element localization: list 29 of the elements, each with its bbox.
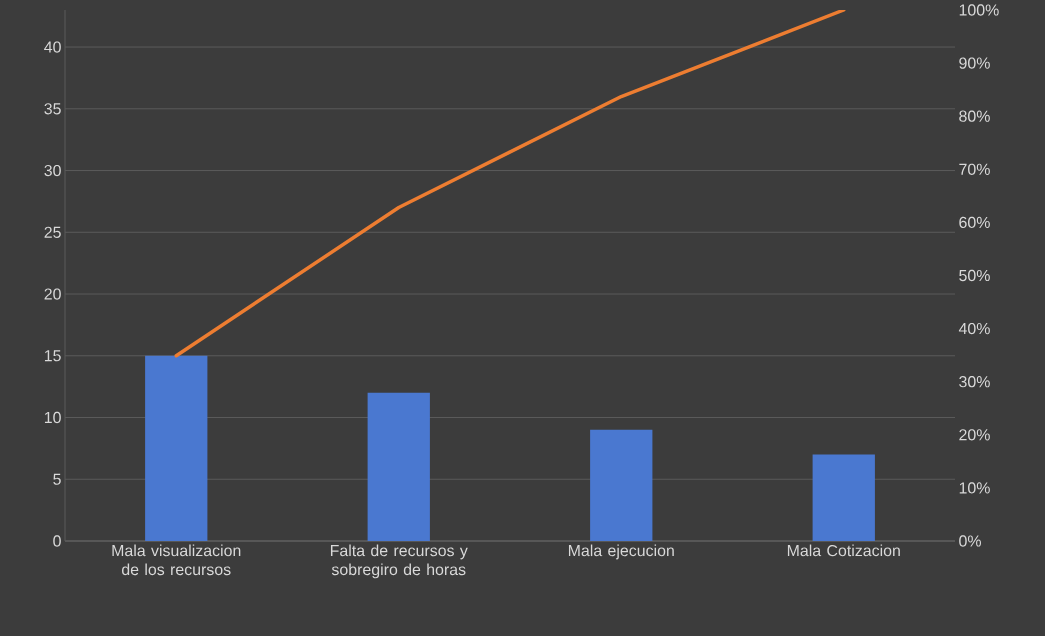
y-tick-label: 20	[44, 288, 61, 300]
x-tick-label: Mala visualizacion de los recursos	[112, 544, 241, 576]
y-tick-label: 0	[53, 535, 61, 547]
y2-tick-label: 30%	[959, 376, 990, 388]
bar	[367, 392, 430, 541]
y2-tick-label: 70%	[959, 163, 990, 175]
y-tick-label: 25	[44, 226, 61, 238]
bar	[145, 355, 208, 541]
y2-tick-label: 50%	[959, 269, 990, 282]
y-tick-label: 40	[44, 41, 61, 53]
y2-tick-label: 20%	[959, 429, 990, 441]
line-series	[174, 9, 846, 358]
y2-tick-label: 10%	[959, 482, 990, 494]
y-tick-label: 35	[44, 103, 61, 115]
bar	[590, 429, 653, 541]
y-tick-label: 5	[53, 473, 61, 485]
bar	[812, 454, 875, 541]
y2-tick-label: 90%	[959, 57, 990, 69]
x-tick-label: Mala ejecucion	[568, 544, 674, 560]
y-tick-label: 10	[44, 411, 61, 424]
y2-tick-label: 100%	[959, 4, 999, 16]
y2-tick-label: 80%	[959, 110, 990, 122]
y-tick-label: 15	[44, 350, 61, 362]
y2-tick-label: 60%	[959, 216, 990, 229]
y2-tick-label: 40%	[958, 322, 990, 335]
y2-tick-label: 0%	[959, 535, 981, 547]
x-tick-label: Falta de recursos y sobregiro de horas	[330, 544, 468, 579]
y-tick-label: 30	[44, 164, 61, 177]
x-tick-label: Mala Cotizacion	[787, 544, 900, 557]
